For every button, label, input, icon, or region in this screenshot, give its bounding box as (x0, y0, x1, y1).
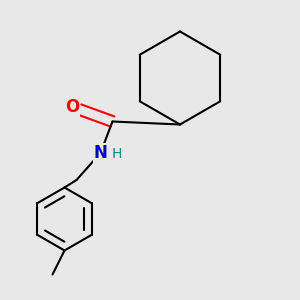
Text: O: O (65, 98, 79, 116)
Text: H: H (112, 148, 122, 161)
Text: N: N (94, 144, 107, 162)
